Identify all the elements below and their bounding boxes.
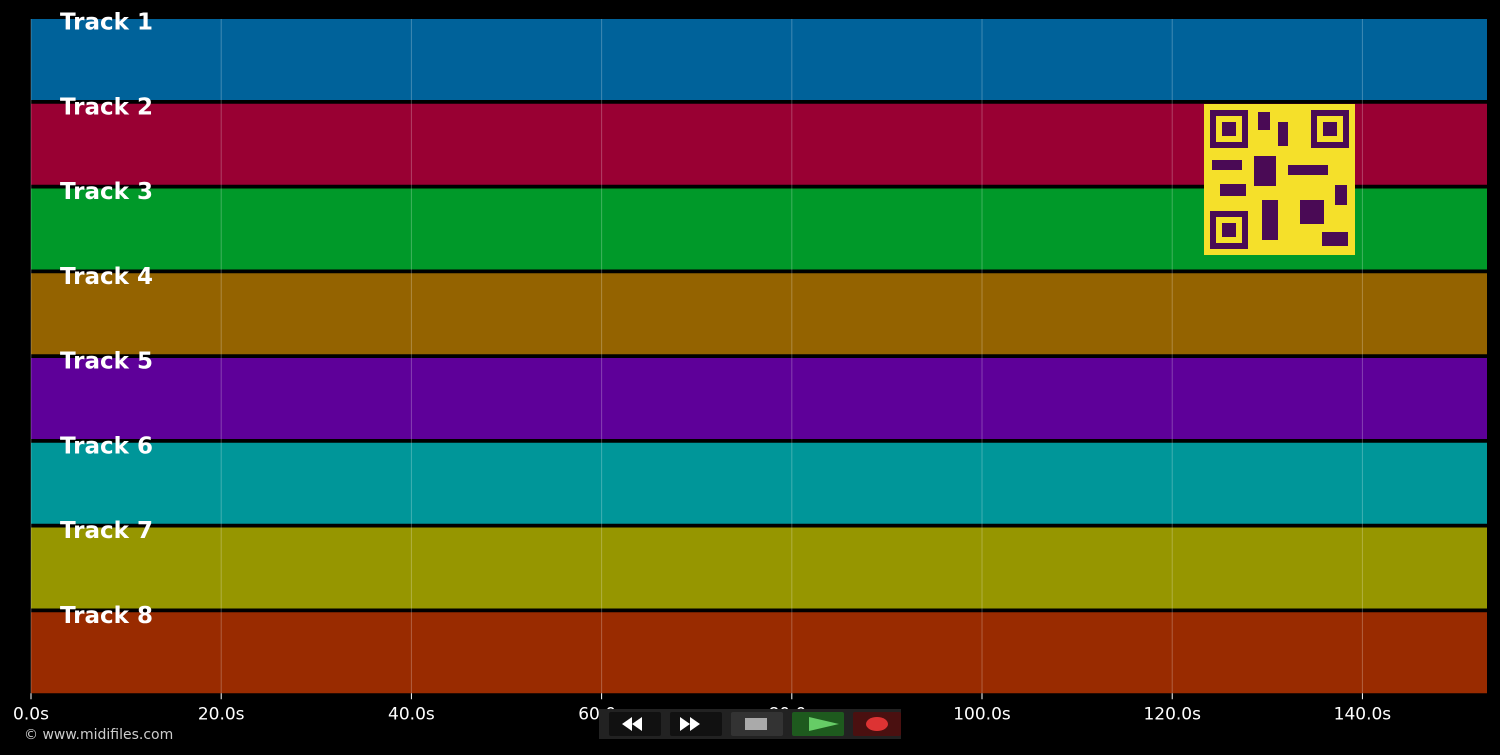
track-label: Track 3 bbox=[60, 179, 153, 205]
x-tick-label: 20.0s bbox=[198, 704, 245, 724]
x-tick-label: 140.0s bbox=[1334, 704, 1392, 724]
x-tick-label: 120.0s bbox=[1143, 704, 1201, 724]
track-label: Track 2 bbox=[60, 94, 153, 120]
track-lane bbox=[31, 612, 1487, 694]
play-button[interactable] bbox=[792, 712, 844, 736]
track-lane bbox=[31, 527, 1487, 609]
grid bbox=[30, 19, 1363, 700]
rewind-button[interactable] bbox=[609, 712, 661, 736]
track-label: Track 5 bbox=[60, 349, 153, 375]
stop-button[interactable] bbox=[731, 712, 783, 736]
x-tick-label: 0.0s bbox=[13, 704, 49, 724]
forward-button[interactable] bbox=[670, 712, 722, 736]
x-tick-label: 40.0s bbox=[388, 704, 435, 724]
track-label: Track 8 bbox=[60, 603, 153, 629]
track-lane bbox=[31, 273, 1487, 355]
track-lane bbox=[31, 19, 1487, 100]
track-label: Track 1 bbox=[60, 10, 153, 36]
record-button[interactable] bbox=[853, 712, 901, 736]
x-tick-label: 100.0s bbox=[953, 704, 1011, 724]
playback-controls bbox=[599, 709, 901, 739]
track-label: Track 6 bbox=[60, 433, 153, 459]
track-lane bbox=[31, 442, 1487, 524]
track-lane bbox=[31, 358, 1487, 439]
track-label: Track 7 bbox=[60, 518, 153, 544]
track-label: Track 4 bbox=[60, 264, 153, 290]
qr-code bbox=[1204, 104, 1355, 255]
footer: © www.midifiles.com bbox=[24, 727, 173, 743]
